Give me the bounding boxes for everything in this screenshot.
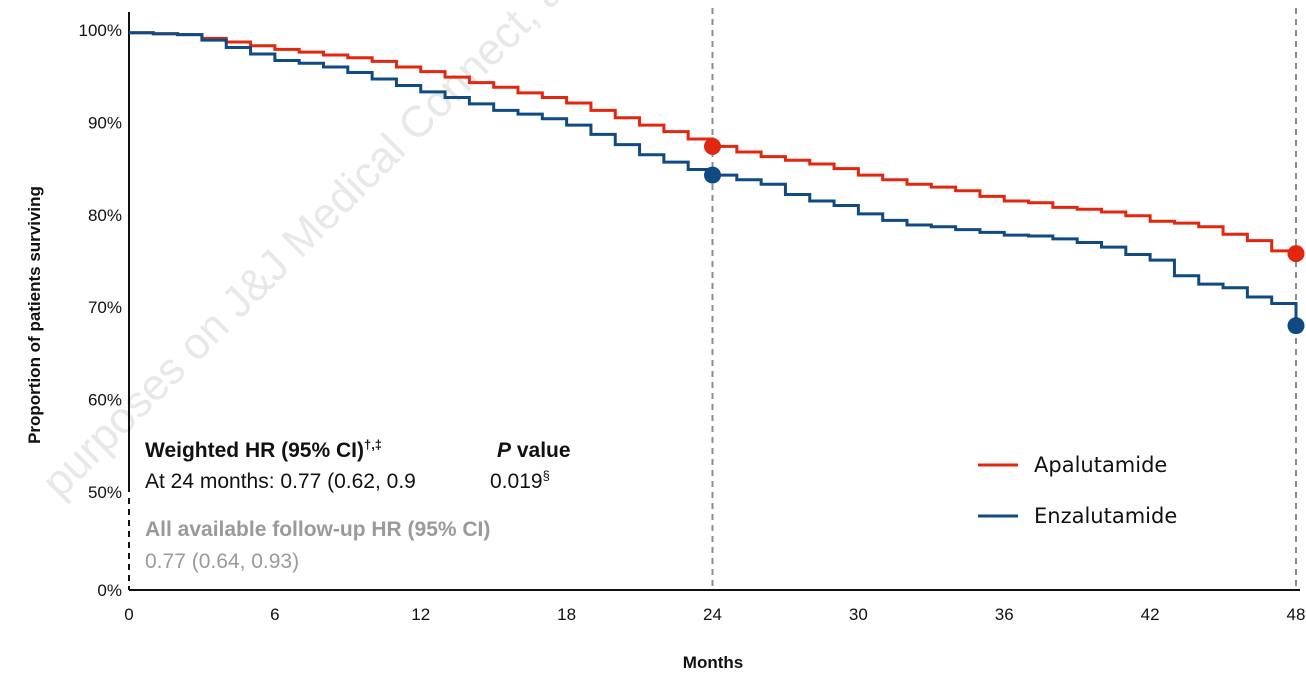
y-axis-title: Proportion of patients surviving xyxy=(25,186,44,444)
y-tick-label: 50% xyxy=(88,483,122,502)
legend-label-apalutamide: Apalutamide xyxy=(1034,453,1167,477)
marker-apalutamide-48 xyxy=(1287,245,1305,263)
x-tick-label: 36 xyxy=(995,605,1014,624)
x-tick-label: 0 xyxy=(124,605,133,624)
legend: Apalutamide Enzalutamide xyxy=(978,453,1177,528)
y-tick-label: 100% xyxy=(79,21,122,40)
x-tick-label: 6 xyxy=(270,605,279,624)
watermark-text: purposes on J&J Medical Connect, and xyxy=(32,0,608,507)
marker-apalutamide-24 xyxy=(704,137,721,155)
x-tick-label: 24 xyxy=(703,605,722,624)
at-24-months-hr: At 24 months: 0.77 (0.62, 0.9 xyxy=(145,470,416,493)
reference-lines xyxy=(711,8,1297,590)
y-tick-label: 0% xyxy=(97,581,122,600)
x-tick-label: 48 xyxy=(1287,605,1306,624)
series-markers xyxy=(704,137,1305,335)
p-value-header: P value xyxy=(497,439,571,462)
y-tick-label: 90% xyxy=(88,113,122,132)
axes xyxy=(128,12,1300,591)
x-tick-label: 18 xyxy=(557,605,576,624)
at-24-months-p: 0.019§ xyxy=(490,468,550,493)
y-tick-label: 60% xyxy=(88,391,122,410)
weighted-hr-header: Weighted HR (95% CI)†,‡ xyxy=(145,437,382,462)
y-tick-label: 70% xyxy=(88,298,122,317)
all-followup-header: All available follow-up HR (95% CI) xyxy=(145,518,490,541)
legend-label-enzalutamide: Enzalutamide xyxy=(1034,504,1177,528)
marker-enzalutamide-48 xyxy=(1287,317,1305,335)
y-tick-label: 80% xyxy=(88,206,122,225)
x-tick-label: 12 xyxy=(411,605,430,624)
x-tick-label: 42 xyxy=(1141,605,1160,624)
all-followup-value: 0.77 (0.64, 0.93) xyxy=(145,550,299,573)
x-axis-title: Months xyxy=(683,653,743,672)
marker-enzalutamide-24 xyxy=(704,166,721,184)
x-tick-labels: 0 6 12 18 24 30 36 42 48 xyxy=(124,605,1305,624)
y-tick-labels: 0% 50% 60% 70% 80% 90% 100% xyxy=(79,21,122,600)
x-tick-label: 30 xyxy=(849,605,868,624)
hr-annotation: Weighted HR (95% CI)†,‡ P value At 24 mo… xyxy=(145,437,571,573)
